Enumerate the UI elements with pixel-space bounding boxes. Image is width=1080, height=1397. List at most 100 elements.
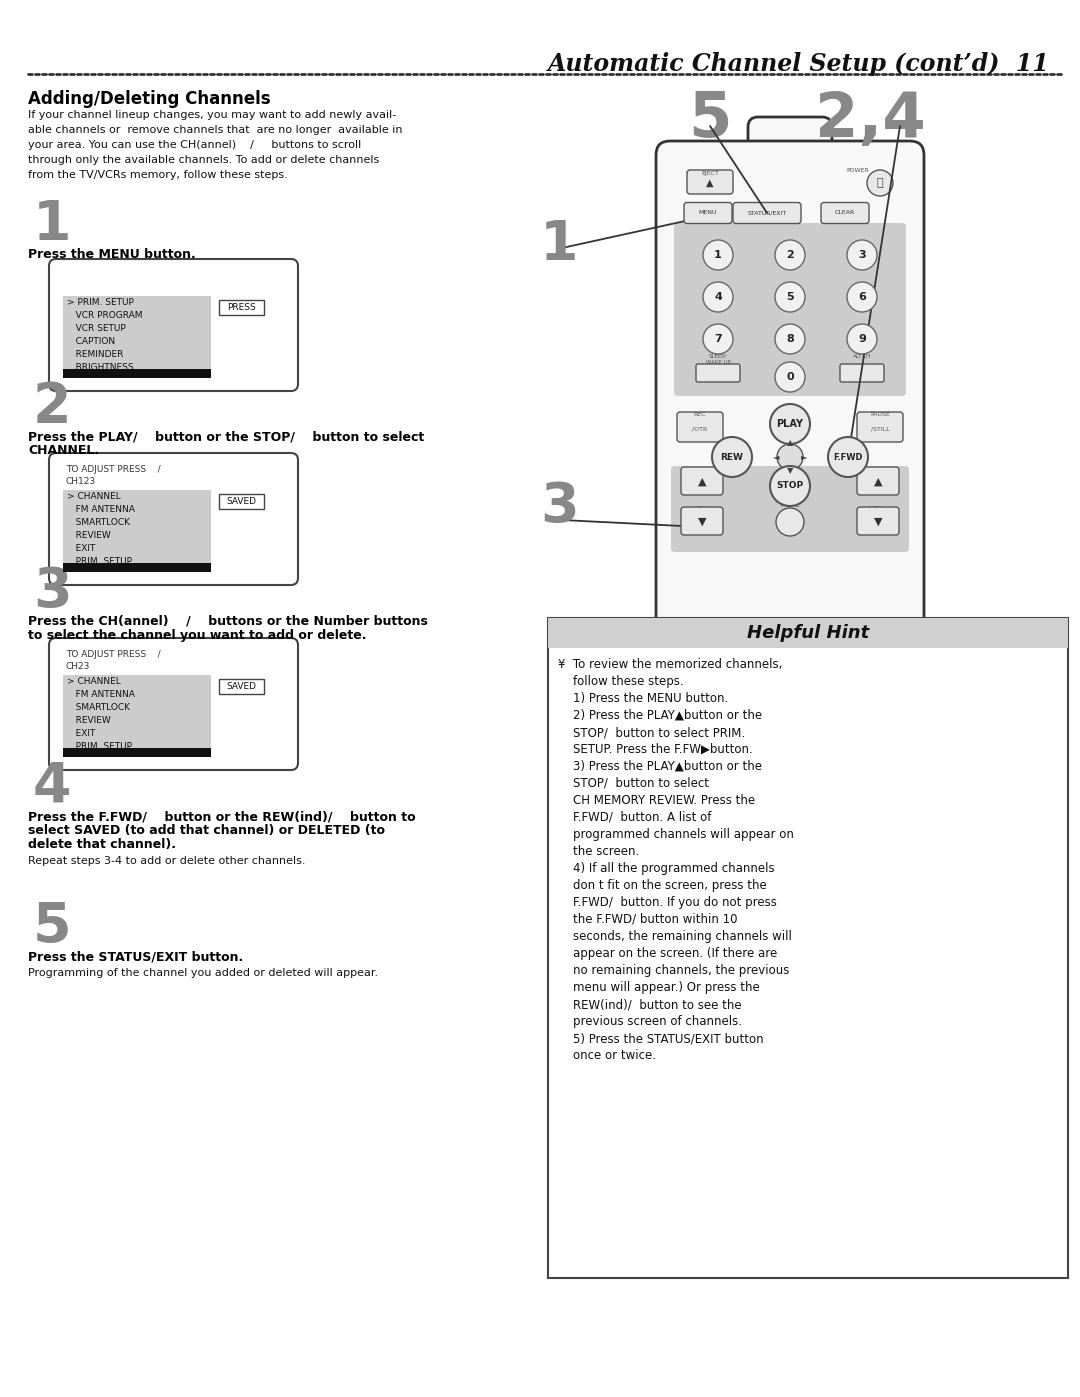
Text: /STILL: /STILL — [870, 426, 889, 432]
Text: 0: 0 — [786, 372, 794, 381]
Bar — [219, 300, 264, 314]
Text: 7: 7 — [714, 334, 721, 344]
Text: Press the PLAY/    button or the STOP/    button to select: Press the PLAY/ button or the STOP/ butt… — [28, 430, 424, 443]
Circle shape — [777, 509, 804, 536]
Text: ▼: ▼ — [874, 517, 882, 527]
Text: PAUSE: PAUSE — [870, 412, 890, 416]
Circle shape — [849, 717, 870, 739]
Text: MUTE: MUTE — [780, 502, 800, 509]
Text: 5: 5 — [688, 89, 732, 149]
Text: REMINDER: REMINDER — [67, 351, 123, 359]
Text: SLEEP/
WAKE UP: SLEEP/ WAKE UP — [705, 353, 730, 365]
Text: If your channel lineup changes, you may want to add newly avail-: If your channel lineup changes, you may … — [28, 110, 396, 120]
Circle shape — [703, 240, 733, 270]
Text: 3: 3 — [859, 250, 866, 260]
Circle shape — [847, 324, 877, 353]
Text: CAPTION: CAPTION — [67, 337, 116, 346]
Circle shape — [777, 444, 804, 469]
Text: previous screen of channels.: previous screen of channels. — [558, 1016, 742, 1028]
Text: EJECT: EJECT — [701, 170, 719, 176]
Text: from the TV/VCRs memory, follow these steps.: from the TV/VCRs memory, follow these st… — [28, 170, 287, 180]
Text: seconds, the remaining channels will: seconds, the remaining channels will — [558, 930, 792, 943]
FancyBboxPatch shape — [733, 203, 801, 224]
Bar — [548, 617, 1068, 648]
Circle shape — [867, 170, 893, 196]
Text: 5: 5 — [786, 292, 794, 302]
FancyBboxPatch shape — [858, 467, 899, 495]
Text: CH23: CH23 — [66, 662, 91, 671]
Bar — [548, 617, 1068, 1278]
Text: 1: 1 — [540, 218, 579, 272]
Text: SPEED: SPEED — [744, 678, 766, 685]
FancyBboxPatch shape — [821, 203, 869, 224]
Text: 2,4: 2,4 — [814, 89, 926, 149]
Text: TO ADJUST PRESS    /: TO ADJUST PRESS / — [66, 650, 161, 659]
Text: select SAVED (to add that channel) or DELETED (to: select SAVED (to add that channel) or DE… — [28, 824, 384, 837]
Text: VOL.: VOL. — [869, 506, 887, 515]
Text: PRIM. SETUP: PRIM. SETUP — [67, 742, 132, 752]
Text: ▼: ▼ — [786, 467, 793, 475]
Text: PRESS: PRESS — [227, 303, 256, 312]
FancyBboxPatch shape — [684, 203, 732, 224]
Circle shape — [849, 687, 870, 710]
Text: menu will appear.) Or press the: menu will appear.) Or press the — [558, 981, 759, 995]
FancyBboxPatch shape — [673, 624, 907, 740]
Text: SAVED: SAVED — [227, 682, 257, 692]
Text: ▲: ▲ — [706, 177, 714, 189]
Circle shape — [847, 282, 877, 312]
Text: ¥  To review the memorized channels,: ¥ To review the memorized channels, — [558, 658, 782, 671]
FancyBboxPatch shape — [674, 224, 906, 395]
Circle shape — [770, 404, 810, 444]
Text: VCR SETUP: VCR SETUP — [67, 324, 125, 332]
Text: to select the channel you want to add or delete.: to select the channel you want to add or… — [28, 629, 366, 643]
Text: 1) Press the MENU button.: 1) Press the MENU button. — [558, 692, 728, 705]
Circle shape — [828, 437, 868, 476]
FancyBboxPatch shape — [49, 258, 298, 391]
Circle shape — [744, 687, 766, 710]
Text: 2) Press the PLAY▲button or the: 2) Press the PLAY▲button or the — [558, 710, 762, 722]
Circle shape — [708, 687, 731, 710]
Text: MEMORY: MEMORY — [777, 712, 804, 718]
Text: appear on the screen. (If there are: appear on the screen. (If there are — [558, 947, 778, 960]
Text: the F.FWD/ button within 10: the F.FWD/ button within 10 — [558, 914, 738, 926]
Text: 4: 4 — [33, 760, 71, 814]
FancyBboxPatch shape — [840, 365, 885, 381]
Text: REW: REW — [720, 453, 743, 461]
Text: F.FWD: F.FWD — [834, 453, 863, 461]
FancyBboxPatch shape — [671, 467, 909, 552]
Text: 3) Press the PLAY▲button or the: 3) Press the PLAY▲button or the — [558, 760, 762, 773]
Text: your area. You can use the CH(annel)    /     buttons to scroll: your area. You can use the CH(annel) / b… — [28, 140, 361, 149]
Bar — [219, 495, 264, 509]
FancyBboxPatch shape — [49, 638, 298, 770]
Text: CHANNEL.: CHANNEL. — [28, 444, 99, 457]
FancyBboxPatch shape — [49, 453, 298, 585]
Text: delete that channel).: delete that channel). — [28, 838, 176, 851]
Circle shape — [775, 324, 805, 353]
FancyBboxPatch shape — [687, 170, 733, 194]
FancyBboxPatch shape — [858, 507, 899, 535]
Text: > PRIM. SETUP: > PRIM. SETUP — [67, 298, 134, 307]
Text: 6: 6 — [859, 292, 866, 302]
Text: CH MEMORY REVIEW. Press the: CH MEMORY REVIEW. Press the — [558, 793, 755, 807]
Text: 1: 1 — [33, 198, 71, 251]
Text: SETUP. Press the F.FW▶button.: SETUP. Press the F.FW▶button. — [558, 743, 753, 756]
Text: F.FWD/  button. If you do not press: F.FWD/ button. If you do not press — [558, 895, 777, 909]
Text: ⏻: ⏻ — [877, 177, 883, 189]
Text: F.ADV: F.ADV — [815, 678, 835, 685]
Text: SLOW: SLOW — [851, 712, 869, 718]
Text: CH.: CH. — [696, 506, 708, 515]
Text: don t fit on the screen, press the: don t fit on the screen, press the — [558, 879, 767, 893]
Text: 2: 2 — [786, 250, 794, 260]
Text: 4: 4 — [714, 292, 721, 302]
FancyBboxPatch shape — [748, 117, 832, 182]
Text: PRIM. SETUP: PRIM. SETUP — [67, 557, 132, 566]
Circle shape — [703, 282, 733, 312]
Circle shape — [703, 324, 733, 353]
Text: FM: FM — [784, 636, 796, 645]
Bar — [63, 563, 211, 571]
Circle shape — [847, 240, 877, 270]
Bar — [63, 747, 211, 757]
Circle shape — [777, 643, 804, 669]
Text: through only the available channels. To add or delete channels: through only the available channels. To … — [28, 155, 379, 165]
Circle shape — [775, 282, 805, 312]
